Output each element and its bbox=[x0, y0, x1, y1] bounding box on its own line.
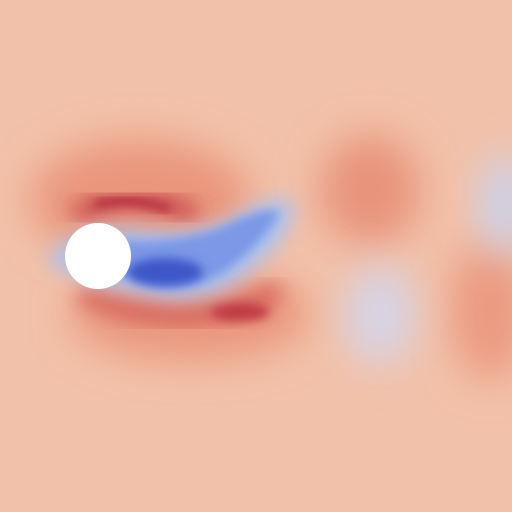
far-vortex-blue bbox=[480, 155, 512, 255]
lower-shear-core bbox=[210, 303, 270, 321]
upper-shear-core bbox=[93, 197, 172, 214]
cylinder bbox=[65, 223, 131, 289]
far-vortex-red bbox=[450, 240, 512, 380]
downstream-vortex-blue bbox=[345, 265, 415, 365]
wake-core bbox=[127, 258, 203, 286]
downstream-vortex-red bbox=[320, 135, 420, 245]
lower-shear-layer bbox=[77, 283, 284, 324]
